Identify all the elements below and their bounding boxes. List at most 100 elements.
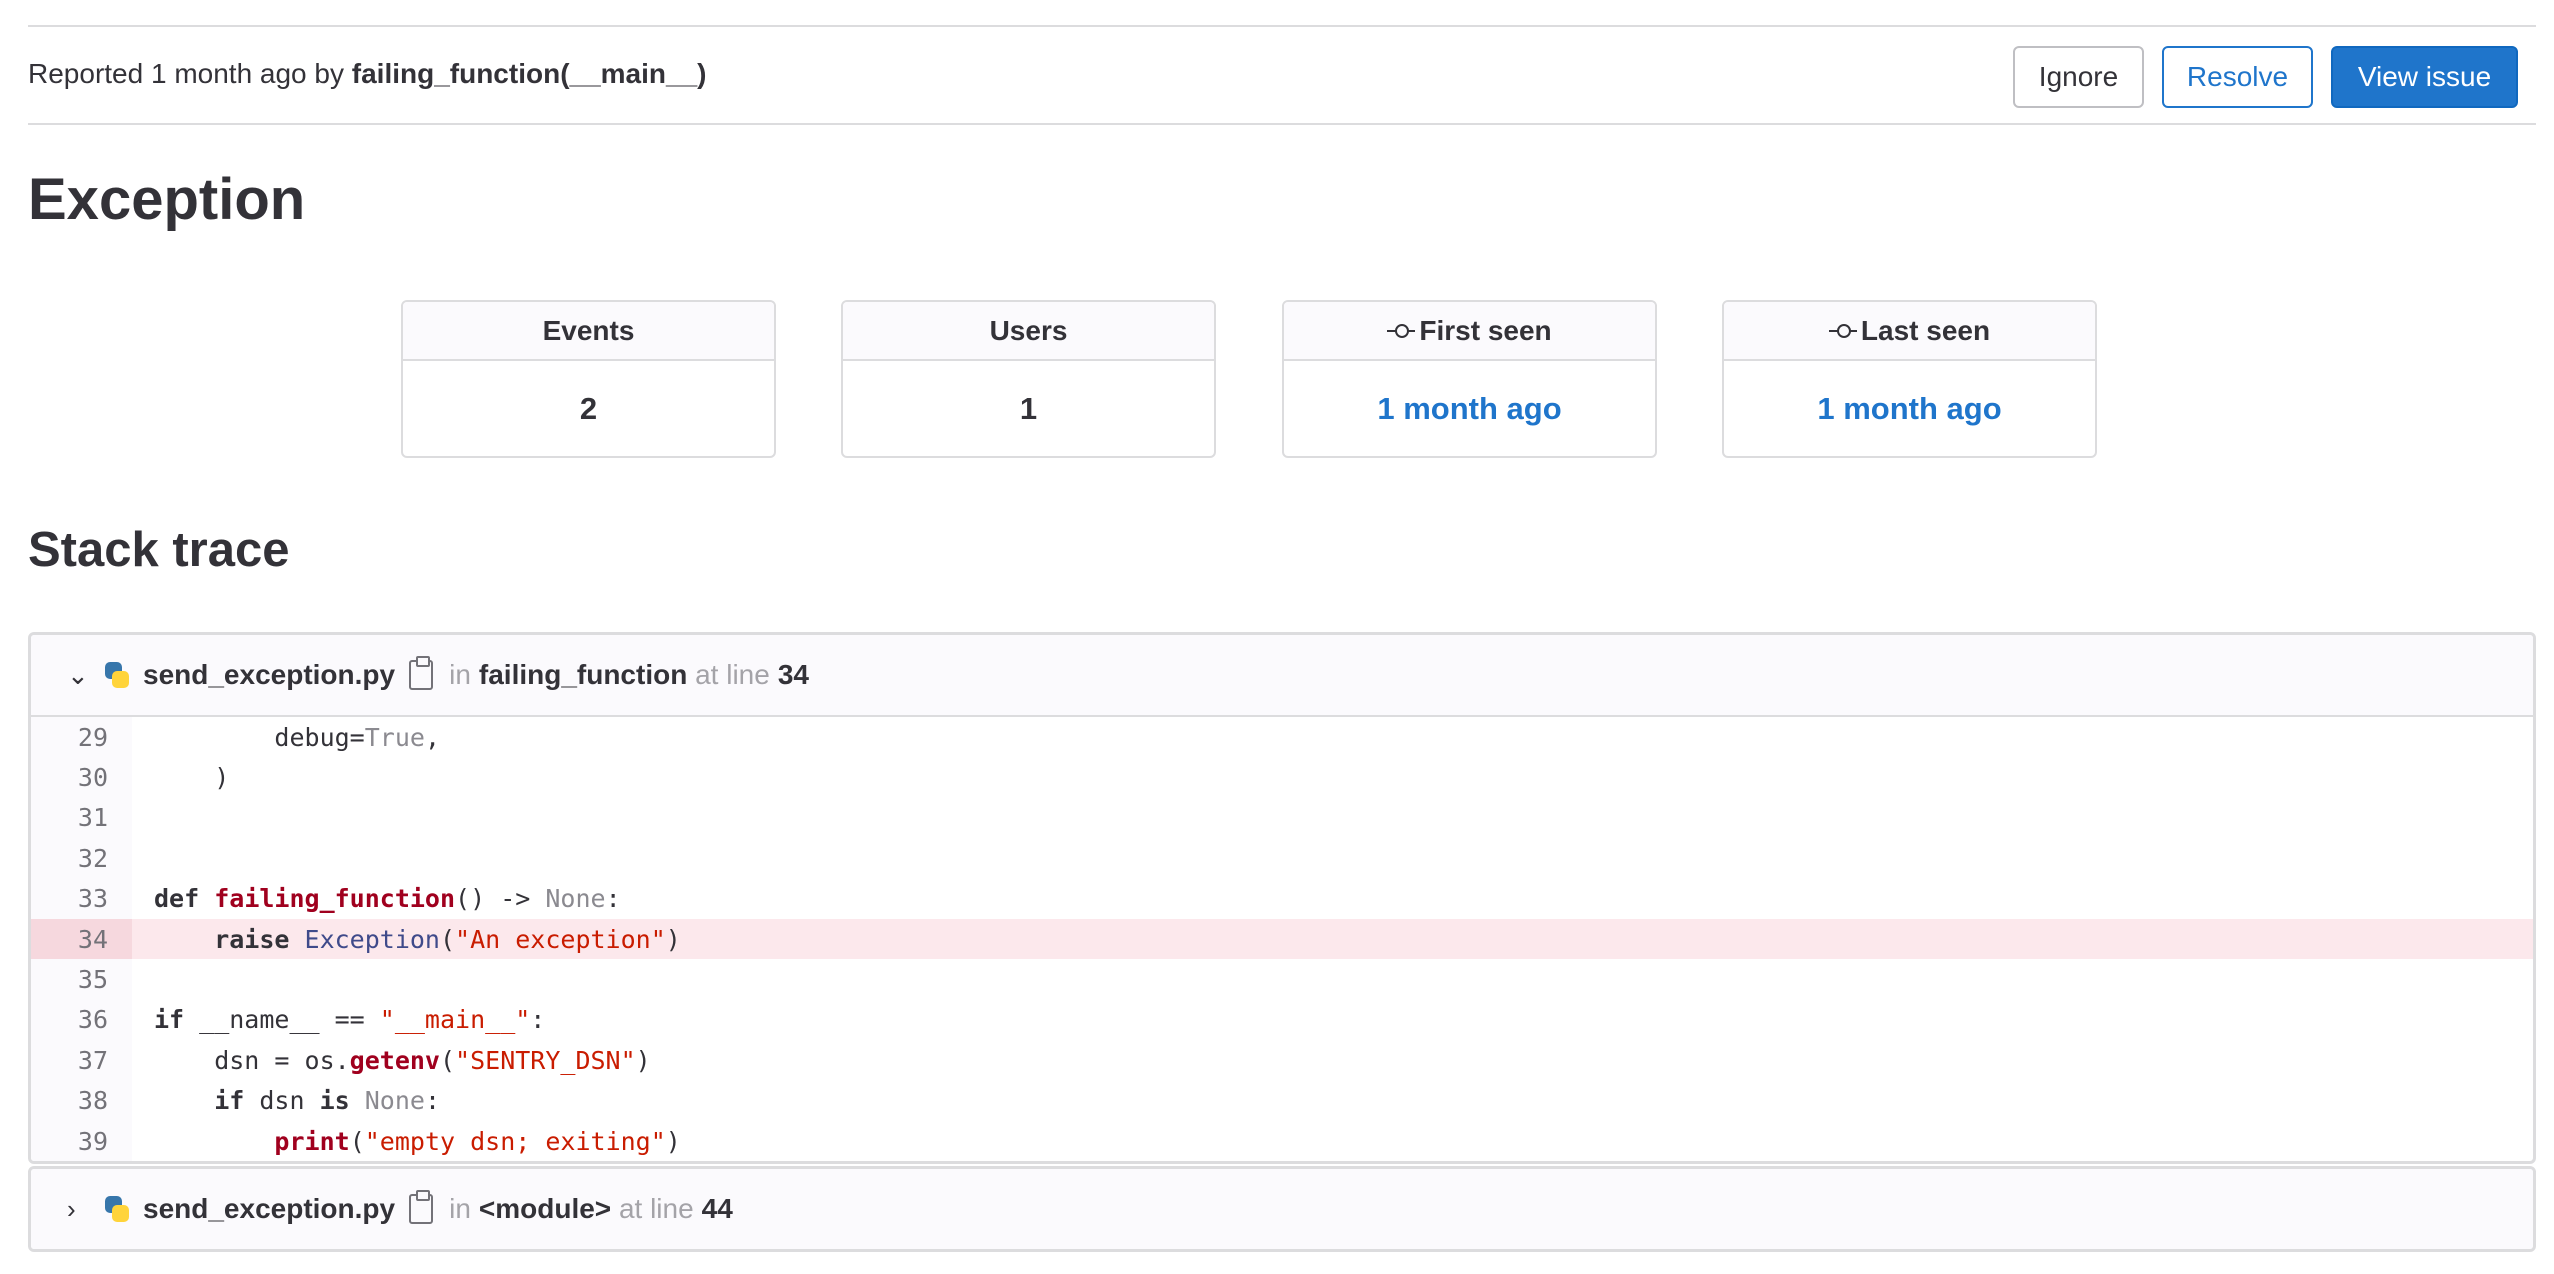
stat-card-first-seen: First seen 1 month ago bbox=[1282, 300, 1657, 458]
code-token: : bbox=[605, 884, 621, 914]
code-token: if bbox=[154, 1005, 200, 1035]
code-token: ) bbox=[665, 1126, 681, 1156]
line-number: 29 bbox=[31, 717, 132, 758]
stat-card-events: Events 2 bbox=[401, 300, 776, 458]
stack-frame: ⌄ send_exception.py in failing_function … bbox=[28, 632, 2536, 1164]
commit-icon bbox=[1387, 323, 1416, 338]
line-number: 39 bbox=[31, 1120, 132, 1161]
code-token: ( bbox=[439, 1045, 456, 1075]
first-seen-link[interactable]: 1 month ago bbox=[1377, 390, 1562, 426]
code-block: 29 debug=True, 30 ) 31 32 33 def failing_func… bbox=[31, 715, 2533, 1161]
frame-line: 34 bbox=[777, 659, 809, 690]
frame-filename: send_exception.py bbox=[143, 1193, 396, 1224]
code-line: 30 ) bbox=[31, 757, 2533, 798]
code-token bbox=[154, 1127, 274, 1156]
python-icon bbox=[103, 661, 131, 689]
line-number: 37 bbox=[31, 1040, 132, 1081]
code-token: "empty dsn; exiting" bbox=[364, 1126, 666, 1156]
last-seen-link[interactable]: 1 month ago bbox=[1817, 390, 2002, 426]
frame-at-label: at line bbox=[695, 659, 770, 690]
code-line: 38 if dsn is None: bbox=[31, 1080, 2533, 1121]
code-token: : bbox=[530, 1005, 546, 1035]
stack-frame-header[interactable]: › send_exception.py in <module> at line … bbox=[31, 1169, 2533, 1249]
code-token: : bbox=[424, 1086, 441, 1116]
stat-label: First seen bbox=[1419, 314, 1552, 346]
code-token: ( bbox=[349, 1126, 365, 1156]
code-text: if __name__ == "__main__": bbox=[132, 1005, 545, 1034]
code-token: ) bbox=[635, 1045, 651, 1075]
commit-icon bbox=[1828, 323, 1857, 338]
code-token: print bbox=[274, 1126, 350, 1156]
reported-text: Reported 1 month ago by bbox=[28, 58, 344, 89]
code-token: "__main__" bbox=[379, 1005, 531, 1035]
frame-function: <module> bbox=[478, 1193, 612, 1224]
stat-label: Last seen bbox=[1860, 314, 1991, 346]
code-token: , bbox=[424, 722, 440, 752]
stat-label: Events bbox=[403, 302, 774, 361]
code-token: ) bbox=[154, 763, 230, 793]
divider bbox=[28, 25, 2536, 27]
code-token: debug= bbox=[154, 722, 365, 752]
copy-icon[interactable] bbox=[409, 656, 434, 690]
stat-value: 1 bbox=[1019, 390, 1038, 426]
line-number: 33 bbox=[31, 878, 132, 919]
python-icon bbox=[103, 1195, 131, 1223]
code-token: dsn = os. bbox=[154, 1045, 350, 1075]
code-token: "An exception" bbox=[455, 924, 666, 954]
frame-in-label: in bbox=[449, 659, 471, 690]
line-number: 38 bbox=[31, 1080, 132, 1121]
code-token: Exception bbox=[304, 924, 440, 954]
chevron-right-icon[interactable]: › bbox=[67, 1193, 76, 1224]
code-token: "SENTRY_DSN" bbox=[455, 1045, 636, 1075]
code-text: print("empty dsn; exiting") bbox=[132, 1126, 681, 1156]
code-token: is bbox=[319, 1086, 365, 1116]
frame-in-label: in bbox=[449, 1193, 471, 1224]
code-line: 39 print("empty dsn; exiting") bbox=[31, 1120, 2533, 1161]
code-token: failing_function bbox=[214, 884, 456, 914]
code-token: True bbox=[364, 722, 425, 752]
code-text: if dsn is None: bbox=[132, 1086, 440, 1115]
frame-filename: send_exception.py bbox=[143, 659, 396, 690]
line-number: 36 bbox=[31, 999, 132, 1041]
page-title: Exception bbox=[28, 167, 306, 232]
reporter-name: failing_function(__main__) bbox=[351, 58, 707, 89]
frame-line: 44 bbox=[701, 1193, 733, 1224]
line-number: 35 bbox=[31, 959, 132, 1000]
divider bbox=[28, 123, 2536, 125]
stack-frame-header[interactable]: ⌄ send_exception.py in failing_function … bbox=[31, 635, 2533, 715]
code-token: getenv bbox=[349, 1045, 440, 1075]
resolve-button[interactable]: Resolve bbox=[2162, 46, 2313, 108]
stat-card-last-seen: Last seen 1 month ago bbox=[1722, 300, 2097, 458]
code-line: 36 if __name__ == "__main__": bbox=[31, 999, 2533, 1041]
code-line: 31 bbox=[31, 797, 2533, 839]
code-token: () -> bbox=[455, 884, 546, 914]
ignore-button[interactable]: Ignore bbox=[2013, 46, 2144, 108]
code-token: if bbox=[154, 1086, 260, 1116]
view-issue-button[interactable]: View issue bbox=[2331, 46, 2518, 108]
code-token: dsn bbox=[259, 1086, 320, 1116]
line-number: 34 bbox=[31, 918, 132, 960]
stat-value: 2 bbox=[579, 390, 598, 426]
code-text: debug=True, bbox=[132, 723, 440, 752]
code-line: 37 dsn = os.getenv("SENTRY_DSN") bbox=[31, 1040, 2533, 1081]
code-token: __name__ == bbox=[199, 1005, 380, 1035]
copy-icon[interactable] bbox=[409, 1190, 434, 1224]
stack-trace-heading: Stack trace bbox=[28, 523, 290, 577]
code-token: ( bbox=[439, 924, 456, 954]
stat-label: Users bbox=[843, 302, 1214, 361]
code-text: dsn = os.getenv("SENTRY_DSN") bbox=[132, 1046, 651, 1075]
chevron-down-icon[interactable]: ⌄ bbox=[67, 659, 89, 690]
line-number: 30 bbox=[31, 757, 132, 798]
code-token: def bbox=[154, 884, 215, 914]
code-token: ) bbox=[665, 924, 681, 954]
code-line: 34 raise Exception("An exception") bbox=[31, 918, 2533, 960]
code-text: raise Exception("An exception") bbox=[132, 925, 681, 954]
code-line: 33 def failing_function() -> None: bbox=[31, 878, 2533, 919]
line-number: 32 bbox=[31, 838, 132, 879]
frame-at-label: at line bbox=[618, 1193, 694, 1224]
code-text: ) bbox=[132, 763, 229, 792]
code-text: def failing_function() -> None: bbox=[132, 884, 621, 913]
code-line: 29 debug=True, bbox=[31, 717, 2533, 758]
frame-function: failing_function bbox=[478, 659, 688, 690]
code-line: 32 bbox=[31, 838, 2533, 879]
